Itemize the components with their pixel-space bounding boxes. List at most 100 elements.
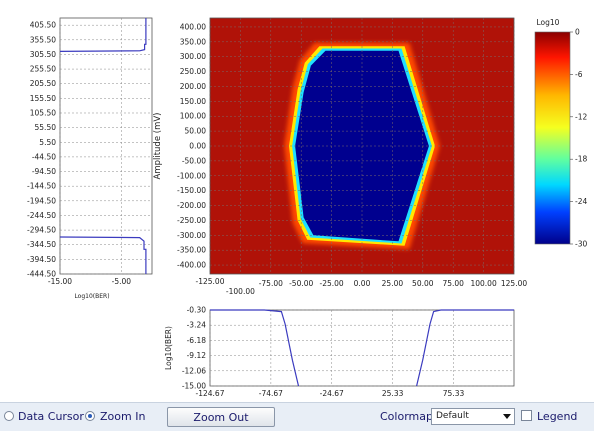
legend-label[interactable]: Legend: [537, 410, 578, 423]
eye-grid: [209, 18, 515, 274]
hbathtub-series-line: [210, 309, 300, 387]
colorbar-ticks: 0 -6 -12 -18 -24 -30: [570, 28, 587, 249]
zoom-in-label[interactable]: Zoom In: [100, 410, 146, 423]
vbathtub-y-tick-label: 5.50: [39, 138, 56, 147]
eye-x-tick-label: 50.00: [412, 279, 434, 288]
vbathtub-y-tick-label: 105.50: [30, 108, 56, 117]
hbathtub-y-tick-label: -15.00: [182, 382, 206, 391]
vbathtub-y-tick-label: -444.50: [27, 270, 56, 279]
eye-y-tick-label: -100.00: [177, 171, 206, 180]
vbathtub-y-tick-label: 405.50: [30, 21, 56, 30]
eye-y-tick-label: 250.00: [180, 67, 206, 76]
vbathtub-x-ticks: -15.00 -5.00: [48, 277, 131, 286]
eye-y-tick-label: 0.00: [189, 142, 206, 151]
eye-x-tick-label: -25.00: [320, 279, 344, 288]
vbathtub-frame[interactable]: [59, 17, 153, 275]
vbathtub-y-tick-label: -294.50: [27, 226, 56, 235]
vbathtub-y-tick-label: -44.50: [32, 152, 56, 161]
vbathtub-y-tick-label: -194.50: [27, 196, 56, 205]
eye-x-tick-label: 75.00: [442, 279, 464, 288]
colorbar-tick-label: 0: [575, 28, 580, 37]
colormap-label: Colormap: [380, 410, 433, 423]
vbathtub-series-line: [59, 18, 147, 52]
vbathtub-y-tick-label: 355.50: [30, 35, 56, 44]
colorbar: [534, 31, 571, 245]
eye-x-ticks: -125.00-100.00 -75.00 -50.00 -25.00 0.00 25.0…: [196, 277, 528, 296]
hbathtub-y-tick-label: -6.18: [187, 336, 207, 345]
eye-y-ticks: 400.00 350.00 300.00 250.00 200.00 150.00 100.…: [177, 22, 206, 269]
eye-x-tick-label: -125.00: [196, 277, 225, 286]
vbathtub-x-tick-label: -15.00: [48, 277, 72, 286]
colorbar-tick-label: -12: [575, 112, 587, 121]
vbathtub-y-tick-label: -394.50: [27, 255, 56, 264]
vbathtub-y-tick-label: -144.50: [27, 182, 56, 191]
vbathtub-y-tick-label: 155.50: [30, 94, 56, 103]
eye-x-tick-label: 25.00: [382, 279, 404, 288]
eye-y-tick-label: 400.00: [180, 22, 206, 31]
vbathtub-y-tick-label: 305.50: [30, 50, 56, 59]
hbathtub-lines: [210, 309, 514, 387]
colorbar-tick-label: -24: [575, 197, 587, 206]
zoom-out-button[interactable]: Zoom Out: [167, 407, 275, 427]
hbathtub-x-tick-label: -124.67: [196, 389, 225, 398]
hbathtub-series-line: [416, 309, 514, 387]
colorbar-title: Log10: [537, 18, 560, 27]
colormap-select[interactable]: Default: [431, 408, 515, 425]
eye-y-tick-label: -400.00: [177, 261, 206, 270]
eye-y-tick-label: -200.00: [177, 201, 206, 210]
eye-x-tick-label: -75.00: [259, 279, 283, 288]
eye-y-tick-label: 50.00: [185, 127, 207, 136]
hbathtub-x-ticks: -124.67 -74.67 -24.67 25.33 75.33: [196, 389, 465, 398]
vbathtub-x-axis-label: Log10(BER): [74, 293, 109, 300]
colormap-value: Default: [436, 411, 469, 421]
vbathtub-y-tick-label: -244.50: [27, 211, 56, 220]
hbathtub-x-tick-label: 25.33: [382, 389, 404, 398]
eye-x-tick-label: -50.00: [289, 279, 313, 288]
eye-x-tick-label: 100.00: [470, 279, 496, 288]
hbathtub-frame[interactable]: [209, 309, 515, 387]
hbathtub-y-tick-label: -3.24: [187, 321, 207, 330]
eye-y-tick-label: -150.00: [177, 186, 206, 195]
chevron-down-icon: [503, 414, 511, 419]
eye-y-tick-label: 300.00: [180, 52, 206, 61]
hbathtub-y-tick-label: -12.06: [182, 366, 206, 375]
hbathtub-y-axis-label: Log10(BER): [164, 326, 173, 370]
plot-area: 400.00 350.00 300.00 250.00 200.00 150.00 100.…: [27, 17, 587, 398]
vbathtub-x-tick-label: -5.00: [112, 277, 132, 286]
eye-frame: [209, 17, 515, 275]
eye-y-tick-label: 100.00: [180, 112, 206, 121]
vbathtub-y-tick-label: -344.50: [27, 240, 56, 249]
plots-svg: 400.00 350.00 300.00 250.00 200.00 150.00 100.…: [27, 17, 587, 398]
eye-y-tick-label: -350.00: [177, 246, 206, 255]
toolbar: Data Cursor Zoom In Zoom Out Colormap De…: [0, 402, 594, 431]
vbathtub-grid: [59, 18, 152, 275]
hbathtub-x-tick-label: 75.33: [443, 389, 465, 398]
hbathtub-y-tick-label: -9.12: [187, 351, 207, 360]
eye-x-tick-label: 0.00: [354, 279, 371, 288]
data-cursor-label[interactable]: Data Cursor: [18, 410, 84, 423]
eye-x-tick-label: -100.00: [226, 287, 255, 296]
data-cursor-radio[interactable]: [4, 411, 14, 421]
vbathtub-y-ticks: 405.50 355.50 305.50 255.50 205.50 155.50 105.…: [27, 21, 56, 279]
vbathtub-y-tick-label: -94.50: [32, 167, 56, 176]
colorbar-tick-label: -18: [575, 155, 587, 164]
hbathtub-y-tick-label: -0.30: [187, 306, 207, 315]
vbathtub-lines: [59, 18, 147, 274]
vbathtub-y-tick-label: 55.50: [35, 123, 57, 132]
hbathtub-y-ticks: -0.30 -3.24 -6.18 -9.12 -12.06 -15.00: [182, 306, 206, 391]
legend-checkbox[interactable]: [521, 410, 532, 421]
eye-y-tick-label: -250.00: [177, 216, 206, 225]
eye-y-axis-label: Amplitude (mV): [153, 113, 163, 180]
eye-y-tick-label: -300.00: [177, 231, 206, 240]
colorbar-tick-label: -6: [575, 70, 583, 79]
eye-y-tick-label: 200.00: [180, 82, 206, 91]
eye-y-tick-label: 150.00: [180, 97, 206, 106]
hbathtub-x-tick-label: -74.67: [259, 389, 283, 398]
eye-x-tick-label: 125.00: [501, 279, 527, 288]
vbathtub-series-line: [59, 236, 147, 274]
vbathtub-y-tick-label: 205.50: [30, 79, 56, 88]
zoom-in-radio[interactable]: [85, 411, 95, 421]
hbathtub-x-tick-label: -24.67: [320, 389, 344, 398]
colorbar-tick-label: -30: [575, 240, 587, 249]
vbathtub-y-tick-label: 255.50: [30, 65, 56, 74]
